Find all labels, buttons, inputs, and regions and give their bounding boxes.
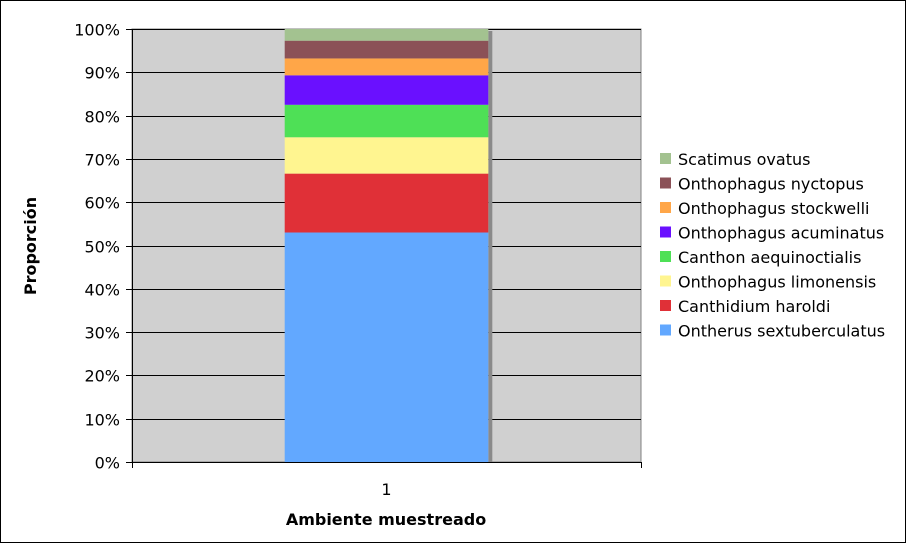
- y-tick-label: 40%: [84, 281, 120, 300]
- bar-segment: [284, 137, 489, 174]
- x-tick-label: 1: [381, 480, 391, 499]
- legend-swatch: [660, 226, 671, 238]
- legend-swatch: [660, 202, 671, 213]
- y-tick-label: 0%: [95, 454, 120, 473]
- y-tick-label: 30%: [84, 324, 120, 343]
- bar-segment: [284, 75, 489, 105]
- bar-segments: [284, 29, 493, 462]
- bar-shadow: [488, 31, 493, 462]
- bar-segment: [284, 29, 489, 41]
- legend-label: Canthidium haroldi: [678, 297, 830, 316]
- legend-label: Ontherus sextuberculatus: [678, 322, 885, 341]
- legend-label: Onthophagus acuminatus: [678, 224, 884, 243]
- y-tick-label: 50%: [84, 238, 120, 257]
- bar-segment: [284, 104, 489, 138]
- legend-swatch: [660, 177, 671, 189]
- y-tick-label: 20%: [84, 367, 120, 386]
- bar-segment: [284, 40, 489, 59]
- y-axis-title: Proporción: [21, 197, 40, 295]
- legend-swatch: [660, 300, 671, 311]
- legend-swatch: [660, 153, 671, 164]
- legend-label: Onthophagus nyctopus: [678, 175, 864, 194]
- legend-swatch: [660, 324, 671, 336]
- legend-label: Scatimus ovatus: [678, 150, 810, 169]
- legend-swatch: [660, 251, 671, 262]
- bar-segment: [284, 232, 489, 462]
- y-tick-label: 90%: [84, 64, 120, 83]
- y-tick-label: 70%: [84, 151, 120, 170]
- y-tick-labels: 0% 10% 20% 30% 40% 50% 60% 70% 80% 90% 100%: [74, 21, 120, 473]
- y-tick-label: 10%: [84, 411, 120, 430]
- x-tick-labels: 1: [381, 480, 391, 499]
- y-tick-label: 100%: [74, 21, 120, 40]
- legend-label: Canthon aequinoctialis: [678, 248, 861, 267]
- bar-segment: [284, 58, 489, 76]
- legend: Scatimus ovatus Onthophagus nyctopus Ontho…: [660, 150, 885, 341]
- axes: [126, 29, 642, 468]
- legend-label: Onthophagus limonensis: [678, 273, 876, 292]
- y-tick-label: 60%: [84, 194, 120, 213]
- legend-label: Onthophagus stockwelli: [678, 199, 869, 218]
- bar-segment: [284, 173, 489, 233]
- legend-swatch: [660, 275, 671, 287]
- x-axis-title: Ambiente muestreado: [286, 510, 486, 529]
- y-tick-label: 80%: [84, 108, 120, 127]
